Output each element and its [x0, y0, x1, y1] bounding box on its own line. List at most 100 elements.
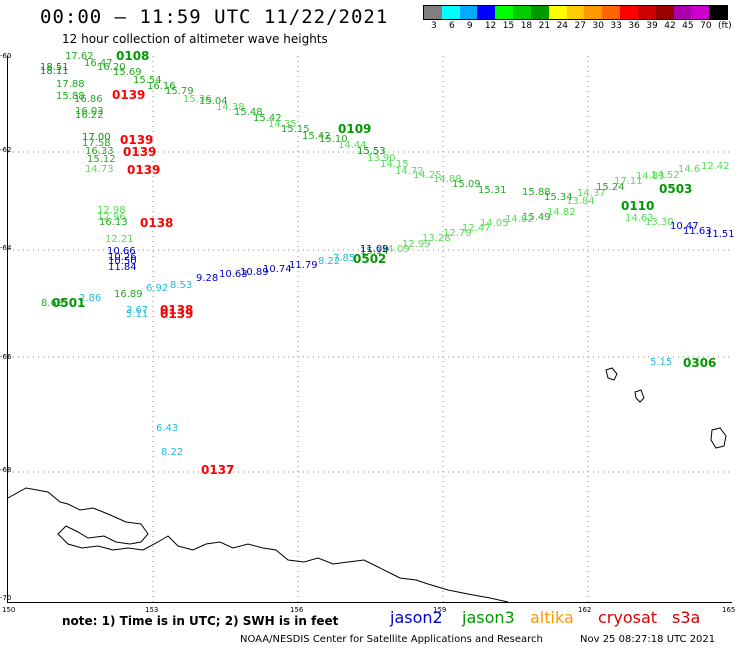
wave-height-value: 15.09 — [452, 179, 481, 190]
wave-height-value: 14.37 — [577, 188, 606, 199]
wave-height-value: 14.72 — [395, 166, 424, 177]
wave-height-value: 15.14 — [360, 246, 389, 257]
scale-swatch — [530, 6, 549, 19]
wave-height-value: 17.11 — [614, 176, 643, 187]
longitude-label: 162 — [578, 606, 592, 614]
wave-height-value: 12.42 — [701, 161, 730, 172]
wave-height-value: 16.03 — [75, 106, 104, 117]
pass-id-label: 0503 — [659, 182, 693, 196]
wave-height-value: 11.84 — [108, 262, 137, 273]
scale-swatch — [709, 6, 728, 19]
pass-id-label: 0306 — [683, 356, 717, 370]
wave-height-value: 15.31 — [478, 185, 507, 196]
wave-height-value: 15.49 — [522, 212, 551, 223]
wave-height-value: 5.11 — [126, 309, 149, 320]
wave-height-value: 5.15 — [650, 357, 673, 368]
scale-swatch — [602, 6, 621, 19]
satellite-legend-jason3: jason3 — [462, 608, 515, 627]
wave-height-value: 16.16 — [147, 81, 176, 92]
wave-height-value: 12.79 — [443, 228, 472, 239]
wave-height-value: 15.88 — [522, 187, 551, 198]
wave-height-value: 14.09 — [381, 244, 410, 255]
wave-height-value: 11.79 — [289, 260, 318, 271]
scale-label: 39 — [646, 21, 658, 31]
scale-swatch — [548, 6, 567, 19]
wave-height-value: 14.35 — [268, 119, 297, 130]
wave-height-value: 15.36 — [183, 94, 212, 105]
wave-height-value: 13.90 — [367, 153, 396, 164]
wave-height-value: 12.99 — [402, 239, 431, 250]
scale-swatch — [441, 6, 460, 19]
longitude-label: 150 — [2, 606, 16, 614]
wave-height-value: 8.68 — [41, 298, 64, 309]
wave-height-value: 8.53 — [170, 280, 193, 291]
scale-swatch — [513, 6, 531, 19]
longitude-label: 165 — [722, 606, 736, 614]
scale-label: 36 — [628, 21, 640, 31]
wave-height-value: 12.47 — [462, 223, 491, 234]
wave-height-value: 12.98 — [97, 205, 126, 216]
latitude-label: -64 — [0, 244, 12, 252]
scale-label: 70 — [700, 21, 712, 31]
wave-height-value: 14.83 — [636, 171, 665, 182]
latitude-label: -70 — [0, 594, 12, 602]
scale-swatch — [691, 6, 710, 19]
wave-height-value: 10.89 — [240, 267, 269, 278]
footnote: note: 1) Time is in UTC; 2) SWH is in fe… — [62, 614, 339, 628]
pass-id-label: 0109 — [338, 122, 372, 136]
pass-id-label: 0501 — [52, 296, 86, 310]
wave-height-value: 16.47 — [84, 58, 113, 69]
wave-height-value: 15.24 — [596, 182, 625, 193]
satellite-legend-jason2: jason2 — [390, 608, 443, 627]
scale-swatch — [495, 6, 514, 19]
scale-label: 6 — [448, 21, 455, 31]
pass-id-label: 0110 — [621, 199, 655, 213]
wave-height-value: 16.20 — [97, 62, 126, 73]
scale-label: 24 — [556, 21, 569, 31]
latitude-label: -60 — [0, 52, 12, 60]
wave-height-value: 15.12 — [87, 154, 116, 165]
latitude-label: -66 — [0, 353, 12, 361]
wave-height-value: 15.04 — [199, 96, 228, 107]
wave-height-value: 16.13 — [99, 217, 128, 228]
longitude-label: 153 — [145, 606, 159, 614]
wave-height-value: 10.74 — [263, 264, 292, 275]
color-scale-swatches — [423, 5, 728, 20]
coastline — [8, 487, 509, 602]
wave-height-value: 15.48 — [234, 107, 263, 118]
wave-height-value: 17.58 — [82, 138, 111, 149]
wave-height-value: 10.66 — [107, 246, 136, 257]
scale-swatch — [620, 6, 638, 19]
wave-height-value: 12.96 — [97, 212, 126, 223]
wave-height-value: 6.43 — [156, 423, 179, 434]
wave-height-value: 3.67 — [126, 305, 149, 316]
wave-height-value: 16.86 — [74, 94, 103, 105]
scale-swatch — [424, 6, 442, 19]
wave-height-value: 13.28 — [422, 233, 451, 244]
scale-label: 33 — [610, 21, 622, 31]
pass-id-label: 0139 — [160, 307, 194, 321]
wave-height-value: 15.10 — [319, 134, 348, 145]
scale-swatch — [477, 6, 496, 19]
pass-id-label: 0139 — [123, 145, 157, 159]
wave-height-value: 10.26 — [108, 252, 137, 263]
wave-height-value: 14.44 — [338, 140, 367, 151]
scale-swatch — [459, 6, 478, 19]
wave-height-value: 15.79 — [165, 86, 194, 97]
wave-height-value: 15.15 — [281, 124, 310, 135]
wave-height-value: 18.11 — [40, 66, 69, 77]
wave-height-value: 11.09 — [360, 244, 389, 255]
wave-height-value: 14.05 — [480, 218, 509, 229]
wave-height-value: 18.51 — [40, 62, 69, 73]
wave-height-value: 17.62 — [65, 51, 94, 62]
scale-swatch — [584, 6, 603, 19]
pass-id-label: 0139 — [127, 163, 161, 177]
scale-swatch — [637, 6, 656, 19]
wave-height-value: 14.6 — [678, 164, 701, 175]
wave-height-value: 14.63 — [625, 213, 654, 224]
scale-swatch — [655, 6, 674, 19]
scale-label: 42 — [664, 21, 676, 31]
pass-id-label: 0502 — [353, 252, 387, 266]
wave-height-value: 13.84 — [566, 196, 595, 207]
map-title: 00:00 – 11:59 UTC 11/22/2021 — [40, 6, 389, 28]
